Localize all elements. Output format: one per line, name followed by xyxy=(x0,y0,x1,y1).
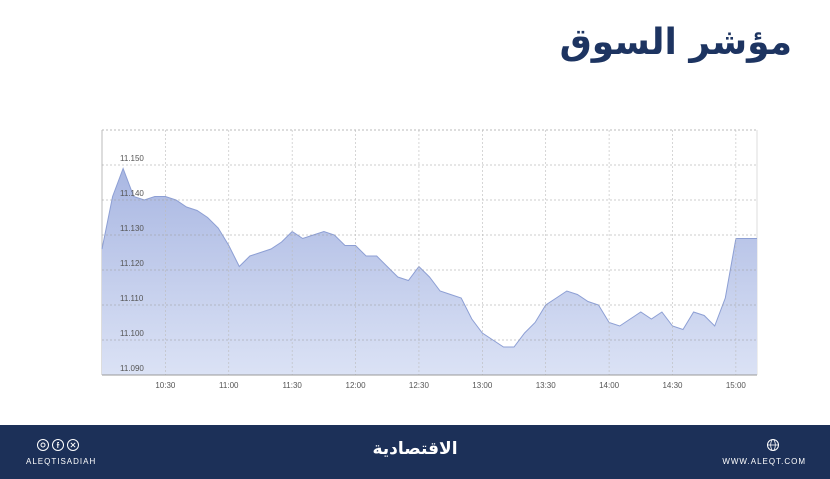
y-tick-label: 11.150 xyxy=(120,154,144,163)
x-tick-label: 12:00 xyxy=(346,381,367,390)
website: WWW.ALEQT.COM xyxy=(722,457,806,466)
y-tick-label: 11.100 xyxy=(120,329,144,338)
y-tick-label: 11.130 xyxy=(120,224,144,233)
chart: 11.090 11.100 11.110 11.120 11.130 11.140 11.1… xyxy=(101,129,758,390)
x-tick-label: 13:00 xyxy=(472,381,493,390)
y-tick-label: 11.090 xyxy=(120,364,144,373)
x-tick-label: 11:30 xyxy=(282,381,302,390)
x-tick-label: 10:30 xyxy=(155,381,176,390)
x-tick-label: 12:30 xyxy=(409,381,430,390)
logo: الاقتصادية xyxy=(372,439,458,459)
area-fill xyxy=(102,168,757,375)
y-tick-label: 11.140 xyxy=(120,189,144,198)
y-tick-label: 11.110 xyxy=(120,294,144,303)
x-tick-label: 15:00 xyxy=(726,381,747,390)
x-tick-label: 14:00 xyxy=(599,381,620,390)
y-tick-label: 11.120 xyxy=(120,259,144,268)
x-tick-label: 13:30 xyxy=(536,381,557,390)
footer: ALEQTISADIAH الاقتصادية WWW.ALEQT.COM xyxy=(0,425,830,479)
social-icons xyxy=(37,439,79,451)
area-line xyxy=(101,167,757,348)
page-title: مؤشر السوق xyxy=(559,22,792,63)
x-tick-label: 14:30 xyxy=(662,381,683,390)
x-tick-label: 11:00 xyxy=(219,381,239,390)
web-icon xyxy=(767,439,779,451)
social-handle: ALEQTISADIAH xyxy=(26,457,97,466)
